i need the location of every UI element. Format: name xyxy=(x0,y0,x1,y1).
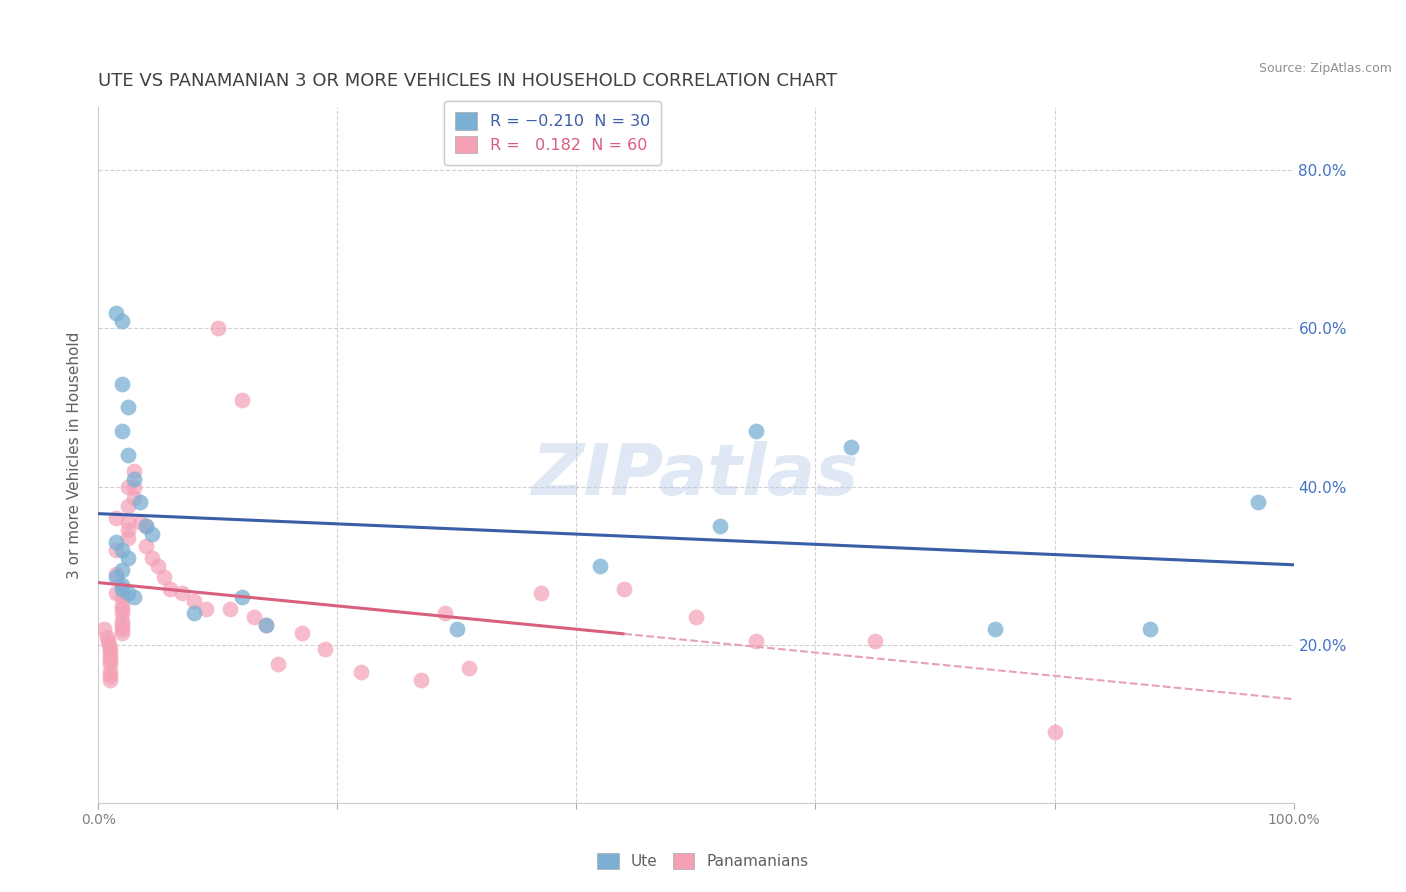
Point xyxy=(105,305,128,319)
Point xyxy=(254,618,277,632)
Point xyxy=(117,515,139,529)
Point xyxy=(1139,622,1161,636)
Point xyxy=(153,570,176,584)
Point xyxy=(124,591,146,605)
Point xyxy=(98,665,122,680)
Point xyxy=(98,657,122,672)
Point xyxy=(105,511,128,525)
Point xyxy=(124,491,146,506)
Point xyxy=(117,586,139,600)
Point xyxy=(117,550,139,565)
Point xyxy=(745,424,768,438)
Point xyxy=(105,566,128,581)
Point xyxy=(865,633,887,648)
Point xyxy=(117,448,139,462)
Text: ZIPatlas: ZIPatlas xyxy=(533,442,859,510)
Point xyxy=(98,669,122,683)
Point xyxy=(129,515,152,529)
Point xyxy=(98,641,122,656)
Point xyxy=(267,657,290,672)
Point xyxy=(841,440,863,454)
Point xyxy=(446,622,468,636)
Point xyxy=(111,591,134,605)
Point xyxy=(315,641,337,656)
Point xyxy=(589,558,612,573)
Point xyxy=(159,582,181,597)
Point xyxy=(117,479,139,493)
Point xyxy=(129,495,152,509)
Point xyxy=(124,479,146,493)
Point xyxy=(411,673,433,688)
Point xyxy=(172,586,194,600)
Point xyxy=(219,602,242,616)
Point xyxy=(93,622,115,636)
Point xyxy=(111,618,134,632)
Point xyxy=(96,630,118,644)
Point xyxy=(111,542,134,557)
Legend: Ute, Panamanians: Ute, Panamanians xyxy=(591,847,815,875)
Point xyxy=(350,665,373,680)
Point xyxy=(98,638,121,652)
Point xyxy=(111,313,134,327)
Point xyxy=(148,558,170,573)
Point xyxy=(231,591,253,605)
Point xyxy=(141,527,163,541)
Point xyxy=(111,376,134,391)
Point xyxy=(135,539,157,553)
Point xyxy=(105,534,128,549)
Point xyxy=(124,472,146,486)
Point xyxy=(98,646,122,660)
Text: Source: ZipAtlas.com: Source: ZipAtlas.com xyxy=(1258,62,1392,76)
Point xyxy=(1247,495,1270,509)
Point xyxy=(105,570,128,584)
Point xyxy=(183,606,205,620)
Point xyxy=(111,582,134,597)
Point xyxy=(207,321,229,335)
Point xyxy=(458,661,481,675)
Point xyxy=(135,519,157,533)
Point xyxy=(183,594,205,608)
Point xyxy=(97,633,120,648)
Point xyxy=(117,500,139,514)
Legend: R = −0.210  N = 30, R =   0.182  N = 60: R = −0.210 N = 30, R = 0.182 N = 60 xyxy=(444,101,661,165)
Text: UTE VS PANAMANIAN 3 OR MORE VEHICLES IN HOUSEHOLD CORRELATION CHART: UTE VS PANAMANIAN 3 OR MORE VEHICLES IN … xyxy=(98,72,838,90)
Point xyxy=(111,563,134,577)
Point xyxy=(111,606,134,620)
Point xyxy=(117,401,139,415)
Point xyxy=(117,523,139,537)
Point xyxy=(98,673,122,688)
Point xyxy=(98,649,122,664)
Point xyxy=(1043,724,1066,739)
Point xyxy=(709,519,731,533)
Point xyxy=(254,618,277,632)
Point xyxy=(111,602,134,616)
Point xyxy=(685,610,707,624)
Point xyxy=(111,578,134,592)
Point xyxy=(141,550,163,565)
Point xyxy=(98,653,122,667)
Point xyxy=(530,586,553,600)
Point xyxy=(231,392,253,407)
Point xyxy=(117,531,139,545)
Point xyxy=(195,602,218,616)
Point xyxy=(105,542,128,557)
Point xyxy=(984,622,1007,636)
Point xyxy=(613,582,636,597)
Point xyxy=(745,633,768,648)
Point xyxy=(111,622,134,636)
Point xyxy=(111,598,134,612)
Y-axis label: 3 or more Vehicles in Household: 3 or more Vehicles in Household xyxy=(67,331,83,579)
Point xyxy=(124,464,146,478)
Point xyxy=(291,625,314,640)
Point xyxy=(434,606,457,620)
Point xyxy=(111,424,134,438)
Point xyxy=(135,519,157,533)
Point xyxy=(111,614,134,628)
Point xyxy=(111,625,134,640)
Point xyxy=(243,610,266,624)
Point xyxy=(105,586,128,600)
